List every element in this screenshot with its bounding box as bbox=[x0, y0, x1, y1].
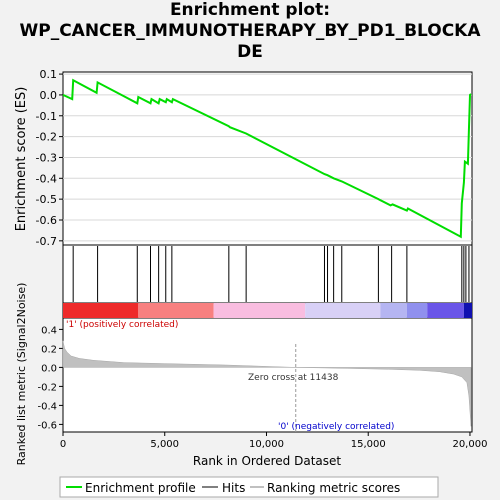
x-tick-label: 15,000 bbox=[351, 439, 386, 450]
legend-metric-label: Ranking metric scores bbox=[267, 481, 400, 495]
metric-y-tick-label: -0.4 bbox=[37, 401, 57, 412]
es-y-tick-label: -0.7 bbox=[36, 235, 57, 248]
metric-y-tick-label: 0.4 bbox=[41, 325, 57, 336]
es-y-tick-label: -0.4 bbox=[36, 172, 57, 185]
legend-box bbox=[59, 476, 439, 498]
label-positively-correlated: '1' (positively correlated) bbox=[66, 320, 178, 330]
title-line-2: WP_CANCER_IMMUNOTHERAPY_BY_PD1_BLOCKA bbox=[19, 21, 481, 41]
x-tick-label: 20,000 bbox=[452, 439, 487, 450]
es-panel-frame bbox=[62, 71, 473, 246]
metric-y-tick-label: -0.6 bbox=[37, 420, 57, 431]
x-tick-label: 0 bbox=[60, 439, 66, 450]
es-y-tick-label: -0.6 bbox=[36, 214, 57, 227]
es-y-tick-label: -0.1 bbox=[36, 110, 57, 123]
metric-y-tick-label: 0.2 bbox=[41, 344, 57, 355]
label-negatively-correlated: '0' (negatively correlated) bbox=[278, 422, 394, 432]
es-y-axis-label: Enrichment score (ES) bbox=[14, 87, 29, 232]
es-y-tick-label: -0.2 bbox=[36, 131, 57, 144]
x-tick-label: 10,000 bbox=[249, 439, 284, 450]
legend-hits-label: Hits bbox=[222, 481, 245, 495]
gradient-segment bbox=[138, 303, 214, 318]
ranking-metric-area bbox=[62, 340, 472, 427]
gradient-segment bbox=[427, 303, 464, 318]
metric-panel-frame bbox=[62, 317, 473, 433]
hits-panel-frame bbox=[62, 244, 473, 304]
metric-y-axis-label: Ranked list metric (Signal2Noise) bbox=[15, 283, 28, 466]
x-axis-label: Rank in Ordered Dataset bbox=[193, 454, 341, 468]
gradient-segment bbox=[380, 303, 407, 318]
title-line-3: DE bbox=[237, 42, 263, 62]
enrichment-profile-line bbox=[62, 78, 472, 239]
chart-title: Enrichment plot: WP_CANCER_IMMUNOTHERAPY… bbox=[0, 0, 500, 63]
gradient-segment bbox=[406, 303, 428, 318]
es-y-tick-label: 0.1 bbox=[40, 68, 58, 81]
zero-cross-label: Zero cross at 11438 bbox=[248, 373, 339, 383]
gradient-segment bbox=[463, 303, 472, 318]
es-y-tick-label: 0.0 bbox=[40, 89, 58, 102]
legend-enrichment-label: Enrichment profile bbox=[85, 481, 196, 495]
title-line-1: Enrichment plot: bbox=[169, 0, 331, 20]
metric-y-tick-label: -0.2 bbox=[37, 382, 57, 393]
gradient-segment bbox=[305, 303, 381, 318]
gradient-segment bbox=[63, 303, 139, 318]
gradient-segment bbox=[213, 303, 306, 318]
x-tick-label: 5,000 bbox=[150, 439, 179, 450]
metric-y-tick-label: 0.0 bbox=[41, 363, 57, 374]
es-y-tick-label: -0.5 bbox=[36, 193, 57, 206]
es-y-tick-label: -0.3 bbox=[36, 151, 57, 164]
